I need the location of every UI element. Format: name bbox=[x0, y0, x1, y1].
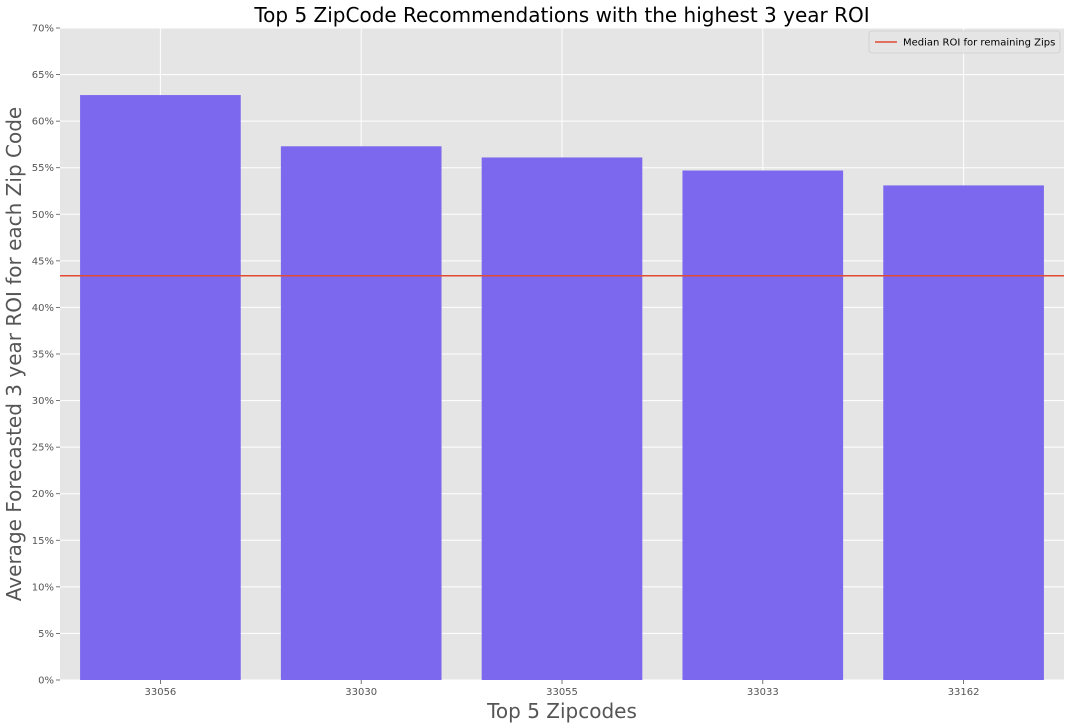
y-tick-label: 40% bbox=[32, 303, 54, 314]
legend-box bbox=[868, 30, 1061, 54]
bar-33162 bbox=[883, 185, 1044, 680]
bar-33056 bbox=[80, 95, 241, 680]
y-tick-label: 45% bbox=[32, 256, 54, 267]
bar-33030 bbox=[280, 146, 442, 680]
legend: Median ROI for remaining Zips bbox=[868, 30, 1061, 54]
y-tick-label: 10% bbox=[32, 582, 54, 593]
legend-label: Median ROI for remaining Zips bbox=[903, 38, 1055, 49]
bars bbox=[80, 95, 1044, 680]
y-tick-label: 70% bbox=[32, 24, 54, 35]
y-tick-label: 55% bbox=[32, 163, 54, 174]
x-tick-label: 33030 bbox=[345, 687, 377, 698]
x-tick-label: 33162 bbox=[948, 687, 980, 698]
x-tick-label: 33056 bbox=[144, 687, 176, 698]
x-tick-label: 33055 bbox=[546, 687, 578, 698]
y-tick-label: 50% bbox=[32, 210, 54, 221]
y-tick-label: 65% bbox=[32, 70, 54, 81]
y-tick-label: 25% bbox=[32, 443, 54, 454]
y-tick-label: 5% bbox=[38, 629, 54, 640]
y-axis-ticks: 0% 5% 10% 15% 20% 25% 30% 35% 40% 45% 50% 55% 60% 65%… bbox=[32, 24, 60, 687]
y-tick-label: 20% bbox=[32, 489, 54, 500]
x-axis-ticks: 33056 33030 33055 33033 33162 bbox=[144, 680, 980, 698]
y-tick-label: 35% bbox=[32, 350, 54, 361]
x-tick-label: 33033 bbox=[747, 687, 779, 698]
y-axis-label: Average Forecasted 3 year ROI for each Z… bbox=[2, 107, 26, 601]
bar-33055 bbox=[481, 157, 643, 680]
x-axis-label: Top 5 Zipcodes bbox=[486, 699, 637, 723]
y-tick-label: 0% bbox=[38, 676, 54, 687]
y-tick-label: 60% bbox=[32, 117, 54, 128]
chart-title: Top 5 ZipCode Recommendations with the h… bbox=[253, 3, 869, 27]
y-tick-label: 30% bbox=[32, 396, 54, 407]
y-tick-label: 15% bbox=[32, 536, 54, 547]
bar-33033 bbox=[682, 170, 844, 680]
